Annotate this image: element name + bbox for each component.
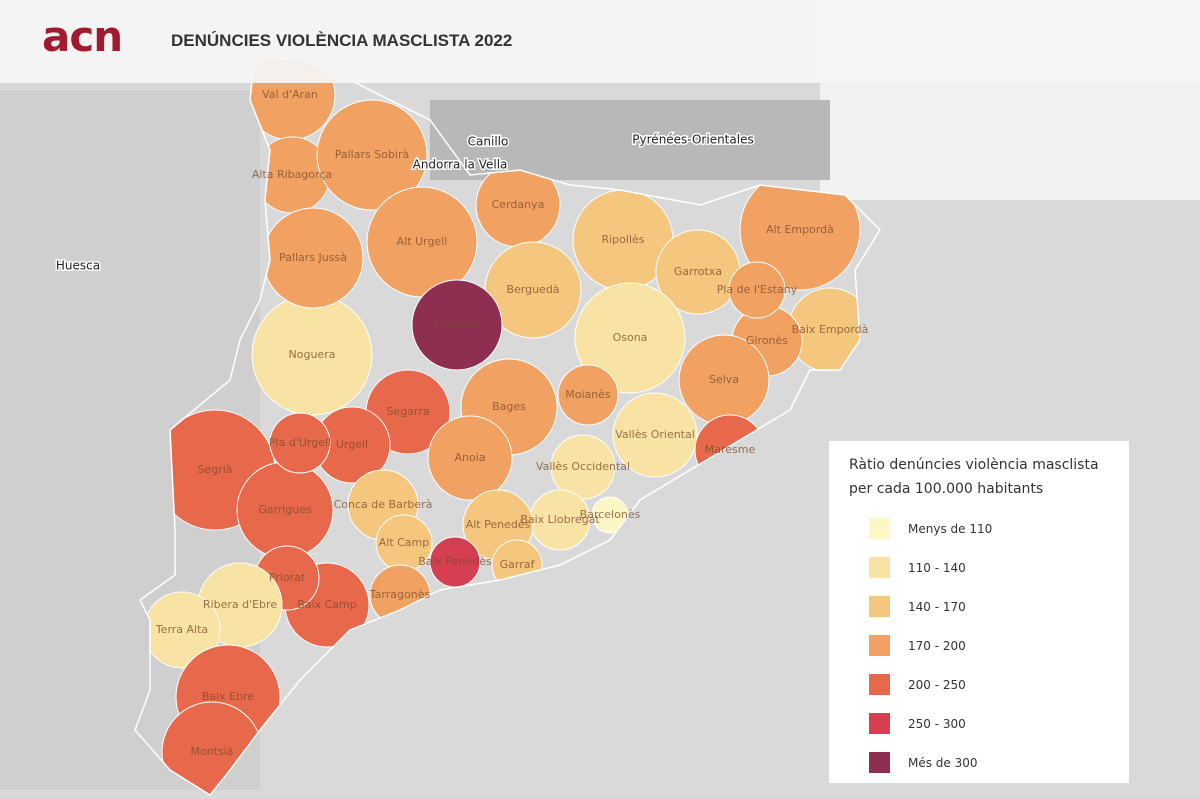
region [427,415,513,501]
legend-label: 140 - 170 [908,599,966,614]
region-label: Tarragonès [369,588,431,601]
region-label: Maresme [705,443,756,456]
region [316,99,428,211]
region-label: Baix Camp [297,598,356,611]
region-label: Baix Empordà [792,323,869,336]
region-label: Baix Penedès [418,555,492,568]
legend-label: 110 - 140 [908,560,966,575]
region-label: Garrigues [258,503,312,516]
legend-item: 140 - 170 [849,587,1109,626]
legend-swatch [869,596,890,617]
region-label: Noguera [289,348,336,361]
region-label: Pallars Sobirà [335,148,410,161]
region-label: Segarra [386,405,429,418]
region-label: Pla de l'Estany [717,283,798,296]
region [612,392,698,478]
region-label: Selva [709,373,739,386]
region-label: Barcelonès [580,508,641,521]
region [269,412,331,474]
region [550,434,616,500]
region-label: Alt Empordà [766,223,834,236]
legend-item: Menys de 110 [849,509,1109,548]
region-label: Val d'Aran [262,88,318,101]
legend-item: Més de 300 [849,743,1109,782]
region-label: Urgell [336,438,368,451]
region-label: Vallès Oriental [615,428,695,441]
labels: Segrià Garrigues Noguera Val d'Aran Alta Rib… [54,88,869,758]
legend-label: Menys de 110 [908,521,993,536]
region-label: Terra Alta [155,623,208,636]
region [574,282,686,394]
region-label: Solsonès [433,318,482,331]
region-label: Berguedà [506,283,559,296]
region-label: Segrià [197,463,232,476]
region-label: Moianès [565,388,611,401]
place-label: Canillo [468,135,509,149]
logo: acn [42,12,123,61]
region-label: Pallars Jussà [279,251,347,264]
header: acn DENÚNCIES VIOLÈNCIA MASCLISTA 2022 [0,0,1200,83]
regions [143,55,873,795]
region-label: Pla d'Urgell [269,436,331,449]
title: DENÚNCIES VIOLÈNCIA MASCLISTA 2022 [171,31,513,50]
legend: Ràtio denúncies violència masclista per … [829,441,1129,783]
region-label: Baix Ebre [202,690,255,703]
place-label: Huesca [56,259,100,273]
region-label: Ripollès [601,233,644,246]
region-label: Conca de Barberà [334,498,433,511]
region-label: Alt Urgell [397,235,448,248]
region-label: Garrotxa [674,265,722,278]
region-label: Garraf [500,558,536,571]
legend-swatch [869,713,890,734]
place-label: Pyrénées-Orientales [632,133,753,147]
legend-label: 200 - 250 [908,677,966,692]
legend-item: 250 - 300 [849,704,1109,743]
legend-item: 170 - 200 [849,626,1109,665]
legend-label: 250 - 300 [908,716,966,731]
legend-swatch [869,635,890,656]
legend-label: Més de 300 [908,755,978,770]
region-label: Cerdanya [492,198,545,211]
legend-swatch [869,674,890,695]
region-label: Alt Camp [379,536,430,549]
region-label: Bages [492,400,526,413]
legend-label: 170 - 200 [908,638,966,653]
region-label: Montsià [190,745,233,758]
region-label: Alta Ribagorça [252,168,332,181]
region [557,364,619,426]
region-label: Osona [613,331,648,344]
legend-swatch [869,752,890,773]
legend-item: 110 - 140 [849,548,1109,587]
region-label: Gironès [746,334,788,347]
region-label: Priorat [269,571,306,584]
region [728,261,786,319]
region-label: Anoia [454,451,485,464]
region-label: Vallès Occidental [536,460,630,473]
region-label: Ribera d'Ebre [203,598,277,611]
france [430,100,830,180]
legend-item: 200 - 250 [849,665,1109,704]
region-label: Alt Penedès [466,518,531,531]
legend-title: Ràtio denúncies violència masclista per … [849,457,1099,497]
legend-swatch [869,518,890,539]
place-label: Andorra la Vella [413,158,508,172]
region-label: Baix Llobregat [520,513,600,526]
legend-swatch [869,557,890,578]
region [411,279,503,371]
